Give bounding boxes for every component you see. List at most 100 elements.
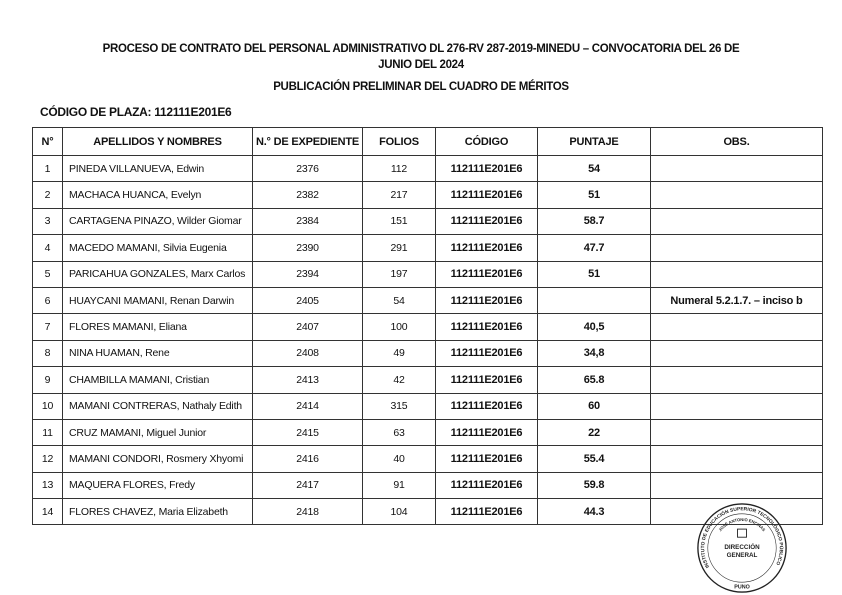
cell-obs: Numeral 5.2.1.7. – inciso b [650, 286, 823, 315]
cell-puntaje: 54 [537, 154, 651, 183]
cell-exp: 2417 [252, 471, 363, 500]
table-row: 11 CRUZ MAMANI, Miguel Junior 2415 63 112111… [32, 418, 823, 447]
cell-name: HUAYCANI MAMANI, Renan Darwin [62, 286, 253, 315]
cell-n: 4 [32, 234, 63, 262]
cell-codigo: 112111E201E6 [435, 234, 538, 262]
cell-folios: 291 [362, 234, 436, 262]
cell-name: MACEDO MAMANI, Silvia Eugenia [62, 234, 253, 262]
cell-folios: 217 [362, 181, 436, 209]
document-subtitle: PUBLICACIÓN PRELIMINAR DEL CUADRO DE MÉR… [273, 81, 569, 93]
table-row: 14 FLORES CHAVEZ, Maria Elizabeth 2418 104 1… [32, 498, 823, 526]
table-row: 5 PARICAHUA GONZALES, Marx Carlos 2394 197 1… [32, 260, 823, 288]
cell-exp: 2408 [252, 339, 363, 368]
cell-codigo: 112111E201E6 [435, 498, 538, 526]
table-row: 1 PINEDA VILLANUEVA, Edwin 2376 112 112111E2… [32, 154, 823, 183]
cell-obs [650, 445, 823, 473]
cell-n: 2 [32, 181, 63, 209]
cell-exp: 2407 [252, 313, 363, 341]
col-puntaje: PUNTAJE [537, 127, 651, 156]
cell-codigo: 112111E201E6 [435, 339, 538, 368]
cell-folios: 40 [362, 445, 436, 473]
stamp-inner-ring [707, 513, 777, 583]
cell-codigo: 112111E201E6 [435, 286, 538, 315]
table-row: 7 FLORES MAMANI, Eliana 2407 100 112111E201E… [32, 313, 823, 341]
cell-name: MACHACA HUANCA, Evelyn [62, 181, 253, 209]
cell-exp: 2405 [252, 286, 363, 315]
cell-n: 9 [32, 366, 63, 394]
stamp-bottom-text: PUNO [734, 585, 750, 591]
plaza-code: CÓDIGO DE PLAZA: 112111E201E6 [40, 105, 232, 119]
cell-codigo: 112111E201E6 [435, 207, 538, 236]
cell-puntaje: 34,8 [537, 339, 651, 368]
cell-folios: 54 [362, 286, 436, 315]
table-row: 12 MAMANI CONDORI, Rosmery Xhyomi 2416 40 11… [32, 445, 823, 473]
cell-puntaje [537, 286, 651, 315]
cell-n: 6 [32, 286, 63, 315]
cell-codigo: 112111E201E6 [435, 445, 538, 473]
cell-obs [650, 392, 823, 420]
table-row: 3 CARTAGENA PINAZO, Wilder Giomar 2384 151 1… [32, 207, 823, 236]
stamp-center-line1: DIRECCIÓN [724, 542, 760, 551]
cell-n: 1 [32, 154, 63, 183]
col-folios: FOLIOS [362, 127, 436, 156]
cell-name: MAQUERA FLORES, Fredy [62, 471, 253, 500]
cell-codigo: 112111E201E6 [435, 366, 538, 394]
cell-puntaje: 44.3 [537, 498, 651, 526]
cell-name: MAMANI CONDORI, Rosmery Xhyomi [62, 445, 253, 473]
cell-folios: 151 [362, 207, 436, 236]
coat-of-arms-icon [737, 528, 747, 538]
cell-name: NINA HUAMAN, Rene [62, 339, 253, 368]
cell-folios: 49 [362, 339, 436, 368]
cell-puntaje: 58.7 [537, 207, 651, 236]
cell-folios: 42 [362, 366, 436, 394]
table-row: 2 MACHACA HUANCA, Evelyn 2382 217 112111E201… [32, 181, 823, 209]
cell-puntaje: 22 [537, 418, 651, 447]
cell-obs [650, 418, 823, 447]
table-row: 6 HUAYCANI MAMANI, Renan Darwin 2405 54 1121… [32, 286, 823, 315]
col-codigo: CÓDIGO [435, 127, 538, 156]
cell-folios: 315 [362, 392, 436, 420]
cell-puntaje: 51 [537, 260, 651, 288]
cell-obs [650, 207, 823, 236]
cell-n: 14 [32, 498, 63, 526]
cell-folios: 91 [362, 471, 436, 500]
cell-puntaje: 59.8 [537, 471, 651, 500]
cell-codigo: 112111E201E6 [435, 418, 538, 447]
cell-folios: 197 [362, 260, 436, 288]
document-title-line2: JUNIO DEL 2024 [378, 59, 464, 71]
cell-exp: 2394 [252, 260, 363, 288]
cell-codigo: 112111E201E6 [435, 313, 538, 341]
cell-puntaje: 60 [537, 392, 651, 420]
cell-obs [650, 260, 823, 288]
cell-name: CRUZ MAMANI, Miguel Junior [62, 418, 253, 447]
cell-puntaje: 51 [537, 181, 651, 209]
cell-n: 3 [32, 207, 63, 236]
col-name: APELLIDOS Y NOMBRES [62, 127, 253, 156]
stamp-center-line2: GENERAL [727, 552, 758, 559]
cell-obs [650, 471, 823, 500]
cell-puntaje: 55.4 [537, 445, 651, 473]
cell-codigo: 112111E201E6 [435, 471, 538, 500]
document-title-line1: PROCESO DE CONTRATO DEL PERSONAL ADMINIS… [102, 43, 740, 55]
cell-obs [650, 154, 823, 183]
cell-n: 13 [32, 471, 63, 500]
cell-name: MAMANI CONTRERAS, Nathaly Edith [62, 392, 253, 420]
stamp-outer-ring [697, 503, 787, 593]
table-header: N° APELLIDOS Y NOMBRES N.° DE EXPEDIENTE… [32, 127, 823, 156]
cell-name: CARTAGENA PINAZO, Wilder Giomar [62, 207, 253, 236]
cell-folios: 100 [362, 313, 436, 341]
cell-folios: 104 [362, 498, 436, 526]
cell-name: CHAMBILLA MAMANI, Cristian [62, 366, 253, 394]
cell-obs [650, 366, 823, 394]
cell-codigo: 112111E201E6 [435, 181, 538, 209]
cell-puntaje: 47.7 [537, 234, 651, 262]
cell-name: FLORES CHAVEZ, Maria Elizabeth [62, 498, 253, 526]
cell-obs [650, 181, 823, 209]
cell-folios: 63 [362, 418, 436, 447]
cell-exp: 2413 [252, 366, 363, 394]
cell-codigo: 112111E201E6 [435, 154, 538, 183]
cell-exp: 2382 [252, 181, 363, 209]
cell-exp: 2418 [252, 498, 363, 526]
cell-n: 8 [32, 339, 63, 368]
cell-exp: 2416 [252, 445, 363, 473]
